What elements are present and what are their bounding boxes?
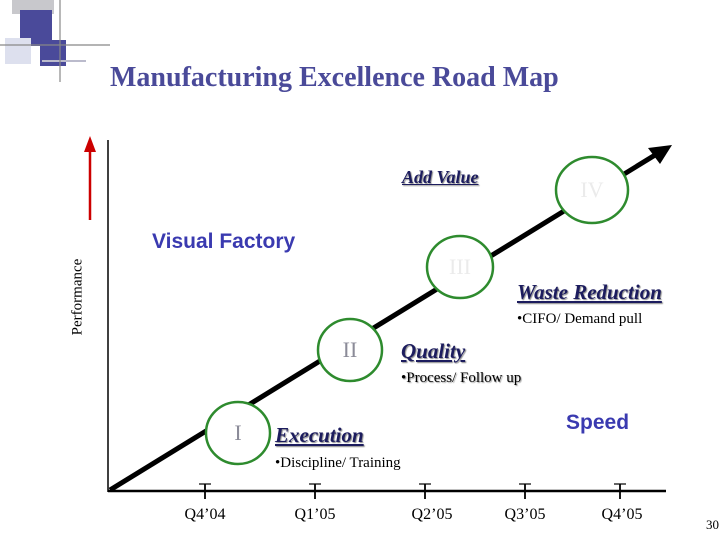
execution-heading: Execution — [275, 423, 364, 447]
x-tick-label: Q2’05 — [411, 506, 453, 523]
slide-number: 30 — [706, 517, 719, 532]
x-tick-label: Q1’05 — [294, 506, 336, 523]
stage-circles — [204, 155, 630, 466]
waste-reduction-heading: Waste Reduction — [517, 280, 662, 304]
stage-numeral-2: II — [342, 337, 358, 362]
x-tick-label: Q4’05 — [601, 506, 643, 523]
stage-circle-4 — [554, 155, 630, 225]
stage-circle-2 — [316, 317, 384, 383]
stage-numeral-1: I — [234, 420, 242, 445]
speed-label: Speed — [566, 411, 630, 434]
waste-reduction-bullet: •CIFO/ Demand pull — [517, 311, 643, 327]
visual-factory-label: Visual Factory — [152, 230, 296, 253]
stage-circle-1 — [204, 400, 272, 466]
quality-heading: Quality — [401, 339, 466, 363]
slide-title: Manufacturing Excellence Road Map — [110, 62, 559, 93]
stage-numeral-4: IV — [580, 177, 604, 202]
x-tick-label: Q4’04 — [184, 506, 226, 523]
x-tick-marks — [199, 483, 626, 499]
performance-arrow-icon — [84, 136, 96, 220]
stage-numeral-3: III — [449, 254, 471, 279]
quality-bullet: •Process/ Follow up — [401, 370, 522, 386]
corner-decoration — [0, 0, 110, 82]
stage-circle-3 — [425, 234, 495, 300]
x-tick-label: Q3’05 — [504, 506, 546, 523]
execution-bullet: •Discipline/ Training — [275, 455, 401, 471]
y-axis-label: Performance — [69, 258, 86, 336]
add-value-label: Add Value — [402, 167, 479, 187]
